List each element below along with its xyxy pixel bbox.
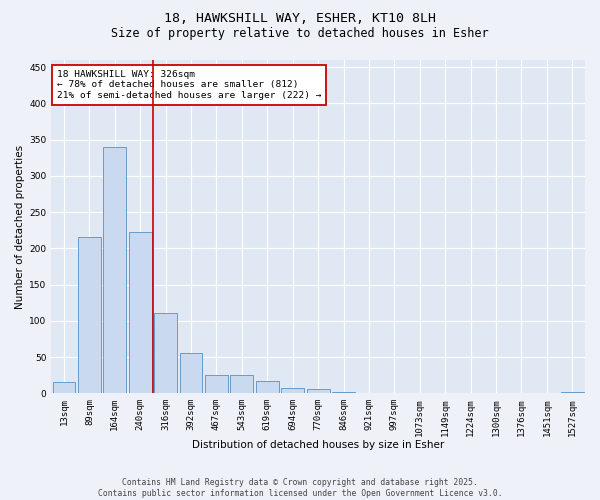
Bar [154, 313, 177, 394]
Bar [53, 382, 76, 394]
Bar [281, 388, 304, 394]
Bar [358, 392, 380, 394]
Bar [103, 147, 126, 394]
Bar [561, 392, 584, 394]
Bar [179, 354, 202, 394]
Text: 18, HAWKSHILL WAY, ESHER, KT10 8LH: 18, HAWKSHILL WAY, ESHER, KT10 8LH [164, 12, 436, 26]
Text: 18 HAWKSHILL WAY: 326sqm
← 78% of detached houses are smaller (812)
21% of semi-: 18 HAWKSHILL WAY: 326sqm ← 78% of detach… [56, 70, 321, 100]
Bar [307, 389, 329, 394]
X-axis label: Distribution of detached houses by size in Esher: Distribution of detached houses by size … [192, 440, 444, 450]
Y-axis label: Number of detached properties: Number of detached properties [15, 144, 25, 308]
Bar [78, 237, 101, 394]
Bar [205, 375, 228, 394]
Bar [129, 232, 152, 394]
Bar [383, 392, 406, 394]
Bar [230, 375, 253, 394]
Text: Contains HM Land Registry data © Crown copyright and database right 2025.
Contai: Contains HM Land Registry data © Crown c… [98, 478, 502, 498]
Bar [332, 392, 355, 394]
Bar [409, 392, 431, 394]
Bar [256, 381, 279, 394]
Text: Size of property relative to detached houses in Esher: Size of property relative to detached ho… [111, 28, 489, 40]
